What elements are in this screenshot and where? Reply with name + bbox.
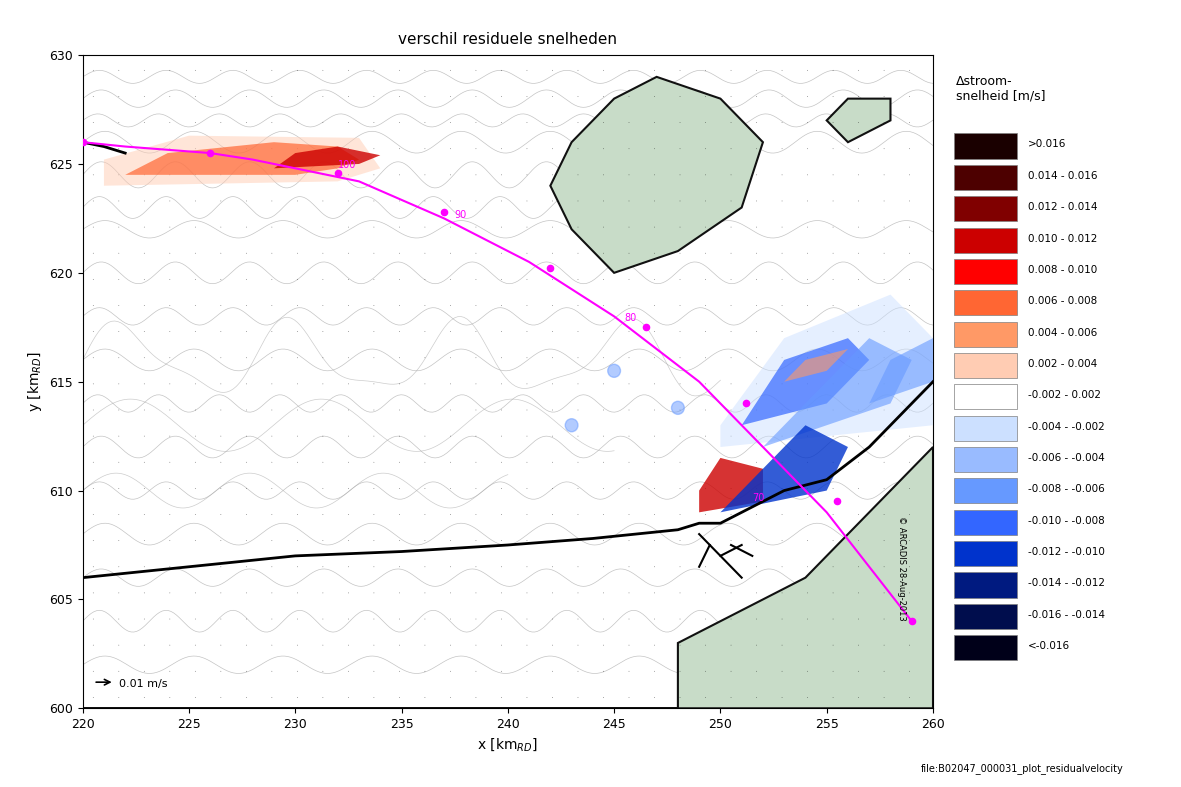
Text: 0.002 - 0.004: 0.002 - 0.004 bbox=[1027, 359, 1097, 369]
FancyBboxPatch shape bbox=[954, 478, 1017, 504]
Text: -0.002 - 0.002: -0.002 - 0.002 bbox=[1027, 390, 1101, 401]
Polygon shape bbox=[742, 338, 869, 425]
Circle shape bbox=[566, 419, 578, 432]
FancyBboxPatch shape bbox=[954, 134, 1017, 158]
Text: >0.016: >0.016 bbox=[1027, 139, 1066, 150]
FancyBboxPatch shape bbox=[954, 635, 1017, 660]
Circle shape bbox=[672, 401, 684, 415]
Polygon shape bbox=[784, 349, 848, 382]
Polygon shape bbox=[125, 142, 359, 175]
Text: -0.006 - -0.004: -0.006 - -0.004 bbox=[1027, 453, 1104, 463]
FancyBboxPatch shape bbox=[954, 604, 1017, 629]
Text: © ARCADIS 28-Aug-2013: © ARCADIS 28-Aug-2013 bbox=[896, 516, 906, 621]
Y-axis label: y [km$_{RD}$]: y [km$_{RD}$] bbox=[26, 351, 44, 412]
Point bbox=[435, 205, 454, 218]
Text: Δstroom-
snelheid [m/s]: Δstroom- snelheid [m/s] bbox=[957, 75, 1045, 102]
Text: <-0.016: <-0.016 bbox=[1027, 641, 1070, 651]
Text: 0.008 - 0.010: 0.008 - 0.010 bbox=[1027, 265, 1097, 275]
FancyBboxPatch shape bbox=[954, 510, 1017, 535]
Polygon shape bbox=[699, 458, 763, 512]
FancyBboxPatch shape bbox=[954, 416, 1017, 441]
Polygon shape bbox=[83, 447, 933, 708]
Text: 80: 80 bbox=[625, 312, 637, 323]
Text: 100: 100 bbox=[338, 161, 357, 170]
FancyBboxPatch shape bbox=[954, 353, 1017, 378]
X-axis label: x [km$_{RD}$]: x [km$_{RD}$] bbox=[477, 737, 539, 753]
FancyBboxPatch shape bbox=[954, 164, 1017, 190]
Circle shape bbox=[608, 364, 620, 377]
Text: 0.012 - 0.014: 0.012 - 0.014 bbox=[1027, 202, 1097, 212]
Point bbox=[73, 136, 92, 149]
Text: 0.014 - 0.016: 0.014 - 0.016 bbox=[1027, 171, 1097, 181]
Polygon shape bbox=[104, 135, 380, 186]
FancyBboxPatch shape bbox=[954, 541, 1017, 566]
Text: -0.016 - -0.014: -0.016 - -0.014 bbox=[1027, 610, 1104, 619]
Text: -0.004 - -0.002: -0.004 - -0.002 bbox=[1027, 422, 1104, 431]
Polygon shape bbox=[763, 338, 912, 447]
Text: 0.006 - 0.008: 0.006 - 0.008 bbox=[1027, 296, 1097, 306]
Text: 70: 70 bbox=[752, 493, 764, 504]
Polygon shape bbox=[827, 98, 890, 142]
Polygon shape bbox=[274, 146, 380, 168]
Point bbox=[541, 262, 560, 275]
Text: 0.010 - 0.012: 0.010 - 0.012 bbox=[1027, 234, 1097, 243]
FancyBboxPatch shape bbox=[954, 227, 1017, 253]
Text: -0.010 - -0.008: -0.010 - -0.008 bbox=[1027, 515, 1104, 526]
Point bbox=[637, 321, 655, 334]
FancyBboxPatch shape bbox=[954, 447, 1017, 472]
FancyBboxPatch shape bbox=[954, 290, 1017, 316]
Point bbox=[902, 615, 921, 627]
FancyBboxPatch shape bbox=[954, 322, 1017, 347]
Text: -0.012 - -0.010: -0.012 - -0.010 bbox=[1027, 547, 1104, 557]
FancyBboxPatch shape bbox=[954, 572, 1017, 597]
Polygon shape bbox=[550, 77, 763, 273]
Text: 0.004 - 0.006: 0.004 - 0.006 bbox=[1027, 327, 1097, 338]
Polygon shape bbox=[720, 425, 848, 512]
FancyBboxPatch shape bbox=[954, 196, 1017, 221]
FancyBboxPatch shape bbox=[954, 384, 1017, 409]
Text: 90: 90 bbox=[455, 210, 466, 220]
Polygon shape bbox=[720, 294, 933, 447]
Text: -0.014 - -0.012: -0.014 - -0.012 bbox=[1027, 578, 1104, 589]
Title: verschil residuele snelheden: verschil residuele snelheden bbox=[398, 32, 618, 47]
Point bbox=[737, 397, 756, 410]
FancyBboxPatch shape bbox=[954, 259, 1017, 284]
Point bbox=[201, 146, 220, 159]
Text: -0.008 - -0.006: -0.008 - -0.006 bbox=[1027, 484, 1104, 494]
Text: file:B02047_000031_plot_residualvelocity: file:B02047_000031_plot_residualvelocity bbox=[921, 763, 1124, 774]
Polygon shape bbox=[869, 338, 933, 404]
Point bbox=[328, 166, 347, 179]
Text: 0.01 m/s: 0.01 m/s bbox=[119, 678, 168, 689]
Point bbox=[828, 495, 847, 508]
